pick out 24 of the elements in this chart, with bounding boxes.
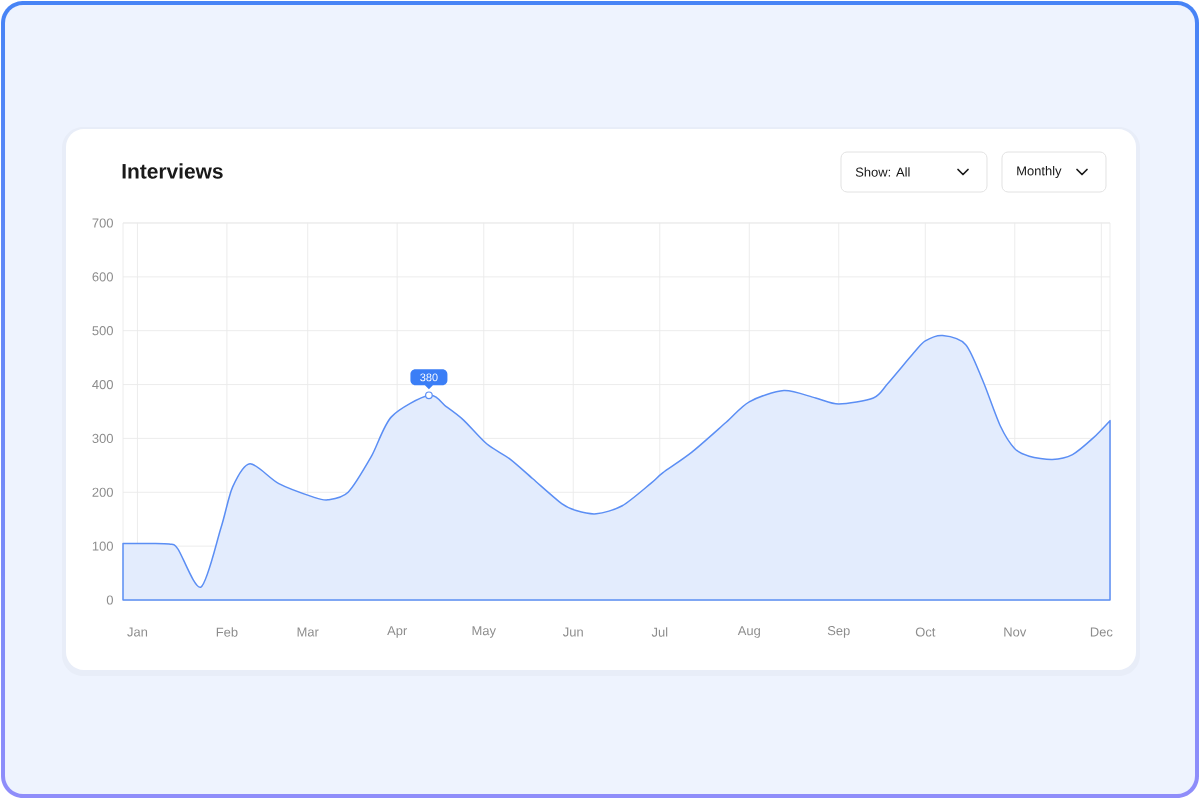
x-tick-label: Apr bbox=[387, 626, 408, 638]
x-tick-label: Dec bbox=[1090, 627, 1113, 637]
x-tick-label: May bbox=[472, 626, 496, 638]
x-tick-label: Sep bbox=[827, 626, 850, 638]
text: Monthly bbox=[1017, 165, 1062, 179]
y-tick-label: 500 bbox=[92, 326, 113, 336]
x-tick-label: Jun bbox=[562, 627, 583, 637]
y-tick-label: 400 bbox=[92, 379, 113, 390]
x-tick-label: Aug bbox=[737, 626, 760, 638]
y-tick-label: 0 bbox=[106, 595, 113, 605]
x-tick-label: Feb bbox=[216, 627, 238, 637]
x-tick-label: Jul bbox=[651, 627, 668, 637]
x-tick-label: Nov bbox=[1004, 627, 1027, 637]
y-tick-label: 200 bbox=[92, 487, 113, 497]
chart-title: Interviews bbox=[122, 163, 223, 179]
x-tick-label: Jan bbox=[127, 627, 148, 637]
y-tick-label: 100 bbox=[92, 541, 113, 551]
y-tick-label: 300 bbox=[92, 433, 113, 443]
annotation: 380 bbox=[420, 373, 438, 382]
x-tick-label: Oct bbox=[915, 627, 936, 637]
y-tick-label: 700 bbox=[92, 218, 113, 228]
x-tick-label: Mar bbox=[297, 627, 319, 637]
text: Show: All bbox=[855, 167, 910, 177]
y-tick-label: 600 bbox=[92, 272, 113, 282]
